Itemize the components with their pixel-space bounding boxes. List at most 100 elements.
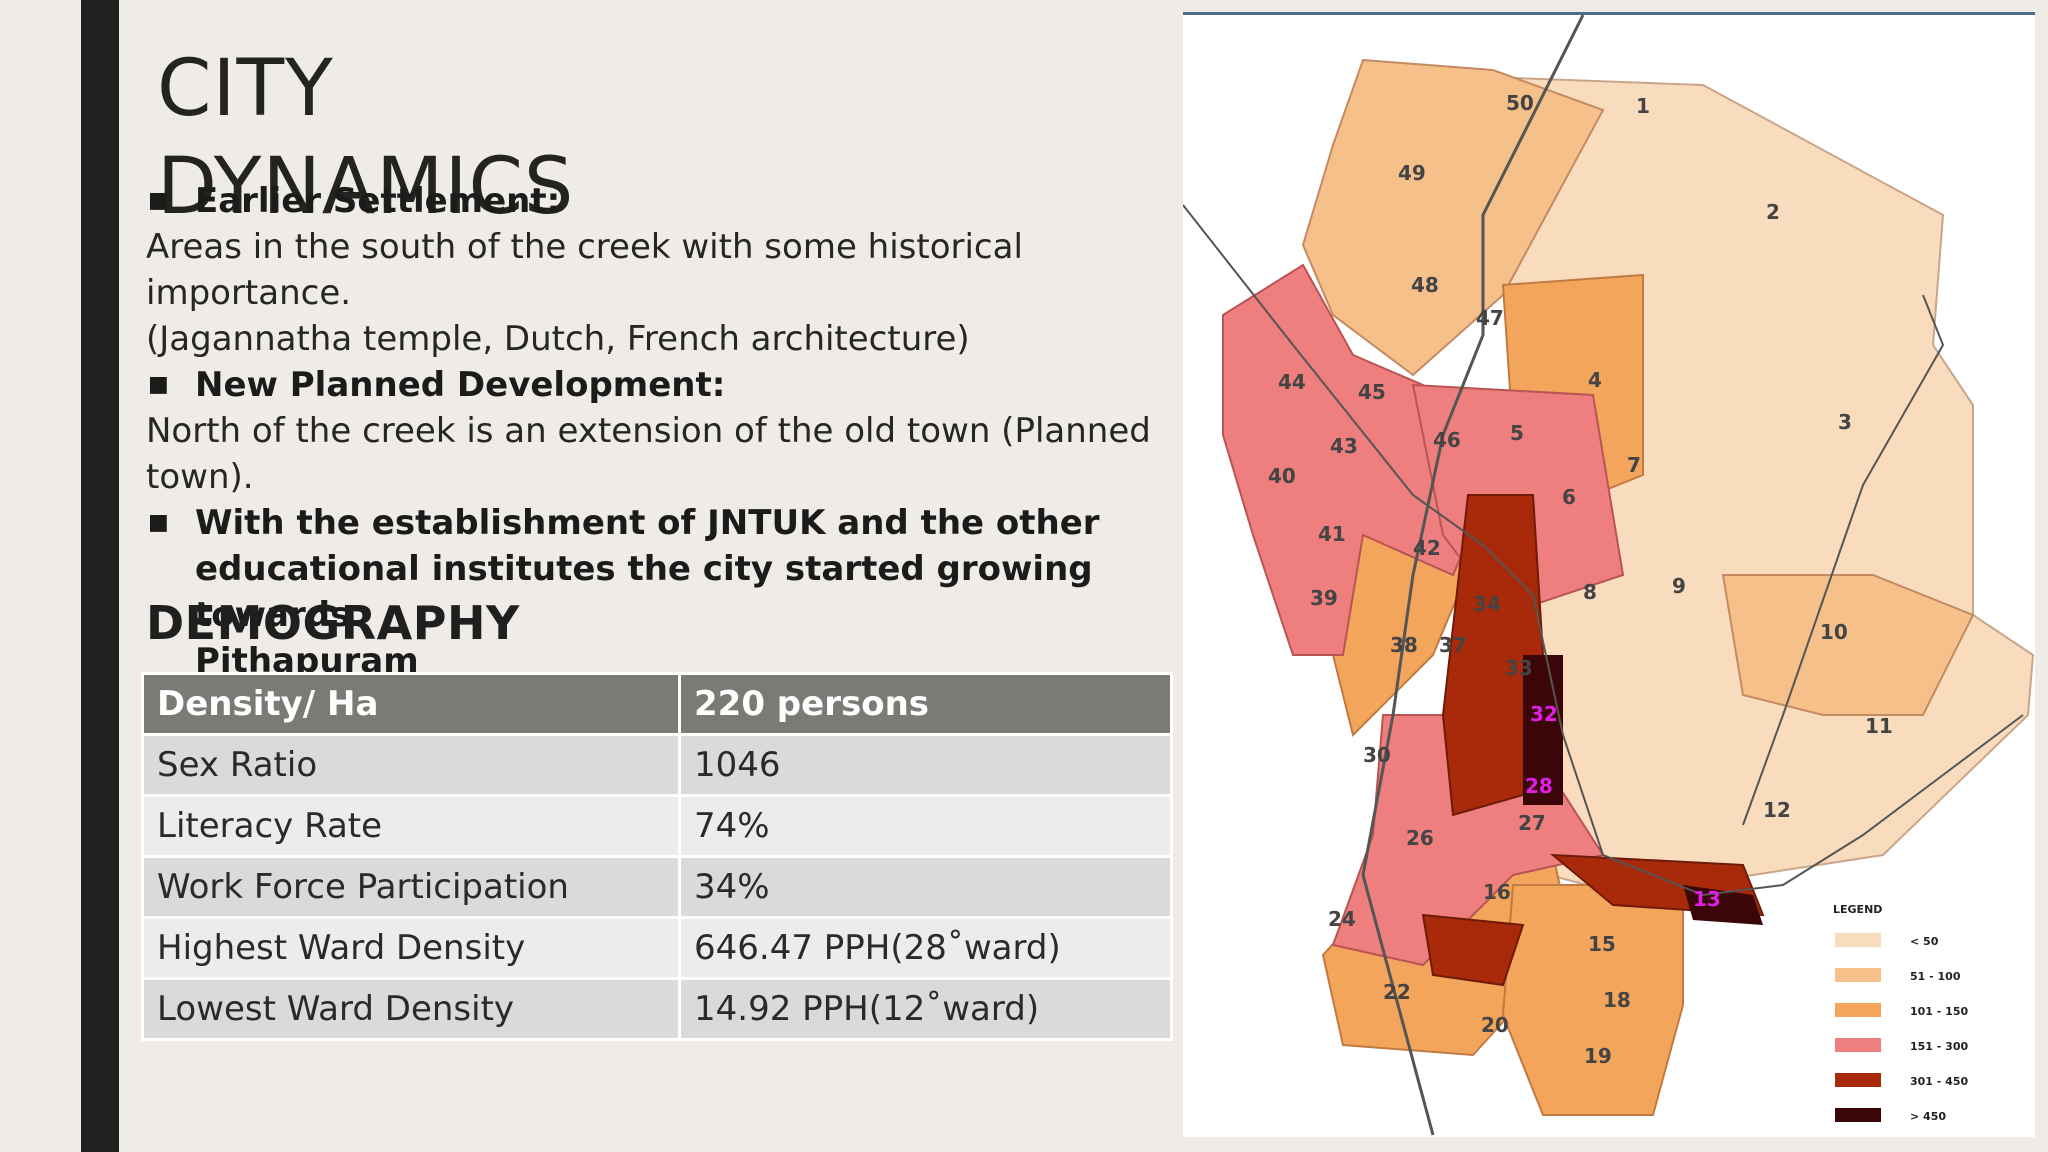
legend-swatch [1835, 1108, 1881, 1122]
earlier-text-2: (Jagannatha temple, Dutch, French archit… [146, 319, 970, 359]
earlier-text-1: Areas in the south of the creek with som… [146, 227, 1023, 313]
ward-label: 24 [1328, 907, 1356, 931]
map-legend: LEGEND < 50 51 - 100 101 - 150 151 - 300… [1833, 903, 1968, 1123]
legend-label: 51 - 100 [1910, 970, 1961, 983]
legend-label: 301 - 450 [1910, 1075, 1968, 1088]
table-cell: 1046 [678, 733, 1173, 797]
legend-label: > 450 [1910, 1110, 1946, 1123]
table-cell: Literacy Rate [141, 794, 681, 858]
ward-label: 4 [1588, 368, 1602, 392]
ward-label: 40 [1268, 464, 1296, 488]
table-cell: 34% [678, 855, 1173, 919]
table-row: Lowest Ward Density 14.92 PPH(12˚ward) [141, 977, 1173, 1041]
ward-label: 5 [1510, 421, 1524, 445]
ward-label: 13 [1693, 887, 1721, 911]
slide-title: CITY DYNAMICS [157, 44, 575, 232]
table-row: Literacy Rate 74% [141, 794, 1173, 858]
table-row: Sex Ratio 1046 [141, 733, 1173, 797]
table-cell: 646.47 PPH(28˚ward) [678, 916, 1173, 980]
legend-swatch [1835, 1003, 1881, 1017]
ward-label: 32 [1530, 702, 1558, 726]
table-cell: Work Force Participation [141, 855, 681, 919]
table-cell: Sex Ratio [141, 733, 681, 797]
ward-density-map: 50 1 49 2 48 47 44 45 4 3 43 46 5 7 40 6… [1183, 12, 2035, 1137]
growth-line-1: With the establishment of JNTUK and the … [195, 503, 1100, 543]
planned-heading: ■ New Planned Development: [146, 362, 1166, 408]
ward-label: 34 [1473, 592, 1501, 616]
ward-labels: 50 1 49 2 48 47 44 45 4 3 43 46 5 7 40 6… [1268, 91, 1893, 1068]
ward-label: 1 [1636, 94, 1650, 118]
planned-heading-text: New Planned Development: [195, 365, 726, 405]
ward-label: 28 [1525, 774, 1553, 798]
legend-label: 151 - 300 [1910, 1040, 1968, 1053]
content-block: ■ Earlier Settlement: Areas in the south… [146, 178, 1166, 684]
ward-label: 38 [1390, 633, 1418, 657]
earlier-heading-text: Earlier Settlement: [195, 181, 561, 221]
planned-text-1: North of the creek is an extension of th… [146, 411, 1151, 451]
ward-label: 8 [1583, 580, 1597, 604]
ward-label: 47 [1476, 306, 1504, 330]
ward-label: 6 [1562, 485, 1576, 509]
table-cell: Highest Ward Density [141, 916, 681, 980]
legend-label: 101 - 150 [1910, 1005, 1968, 1018]
legend-swatch [1835, 933, 1881, 947]
ward-region-dark [1421, 913, 1525, 987]
ward-label: 9 [1672, 574, 1686, 598]
ward-label: 12 [1763, 798, 1791, 822]
square-bullet-icon: ■ [148, 188, 169, 213]
table-row: Highest Ward Density 646.47 PPH(28˚ward) [141, 916, 1173, 980]
ward-label: 26 [1406, 826, 1434, 850]
demography-title: DEMOGRAPHY [146, 596, 520, 650]
square-bullet-icon: ■ [148, 372, 169, 397]
railway-line [1742, 294, 1945, 826]
ward-label: 42 [1413, 536, 1441, 560]
ward-label: 7 [1627, 453, 1641, 477]
ward-label: 15 [1588, 932, 1616, 956]
ward-label: 18 [1603, 988, 1631, 1012]
ward-map-svg: 50 1 49 2 48 47 44 45 4 3 43 46 5 7 40 6… [1183, 15, 2035, 1136]
table-header-cell: Density/ Ha [141, 672, 681, 736]
demography-table: Density/ Ha 220 persons Sex Ratio 1046 L… [141, 672, 1173, 1041]
ward-label: 45 [1358, 380, 1386, 404]
ward-label: 49 [1398, 161, 1426, 185]
table-header-row: Density/ Ha 220 persons [141, 672, 1173, 736]
ward-label: 16 [1483, 880, 1511, 904]
ward-label: 39 [1310, 586, 1338, 610]
ward-label: 48 [1411, 273, 1439, 297]
table-cell: Lowest Ward Density [141, 977, 681, 1041]
ward-label: 3 [1838, 410, 1852, 434]
ward-label: 22 [1383, 980, 1411, 1004]
slide-accent-bar [81, 0, 119, 1152]
ward-label: 46 [1433, 428, 1461, 452]
table-cell: 14.92 PPH(12˚ward) [678, 977, 1173, 1041]
legend-swatch [1835, 968, 1881, 982]
ward-region-light [1301, 58, 1605, 377]
ward-label: 50 [1506, 91, 1534, 115]
ward-region-light [1501, 884, 1684, 1116]
ward-label: 43 [1330, 434, 1358, 458]
creek-line [1183, 204, 2024, 897]
ward-region-light [1721, 574, 1975, 716]
legend-label: < 50 [1910, 935, 1939, 948]
legend-title: LEGEND [1833, 903, 1882, 916]
ward-label: 2 [1766, 200, 1780, 224]
ward-label: 41 [1318, 522, 1346, 546]
earlier-heading: ■ Earlier Settlement: [146, 178, 1166, 224]
ward-label: 20 [1481, 1013, 1509, 1037]
ward-label: 33 [1505, 656, 1533, 680]
legend-swatch [1835, 1073, 1881, 1087]
ward-label: 19 [1584, 1044, 1612, 1068]
table-row: Work Force Participation 34% [141, 855, 1173, 919]
ward-label: 44 [1278, 370, 1306, 394]
ward-label: 27 [1518, 811, 1546, 835]
ward-label: 37 [1439, 633, 1467, 657]
growth-line-2: educational institutes the city started … [195, 549, 1093, 635]
ward-label: 10 [1820, 620, 1848, 644]
table-header-cell: 220 persons [678, 672, 1173, 736]
planned-text-2: town). [146, 457, 254, 497]
ward-label: 11 [1865, 714, 1893, 738]
legend-swatch [1835, 1038, 1881, 1052]
ward-label: 30 [1363, 743, 1391, 767]
growth-bullet: ■ With the establishment of JNTUK and th… [146, 500, 1166, 684]
table-cell: 74% [678, 794, 1173, 858]
